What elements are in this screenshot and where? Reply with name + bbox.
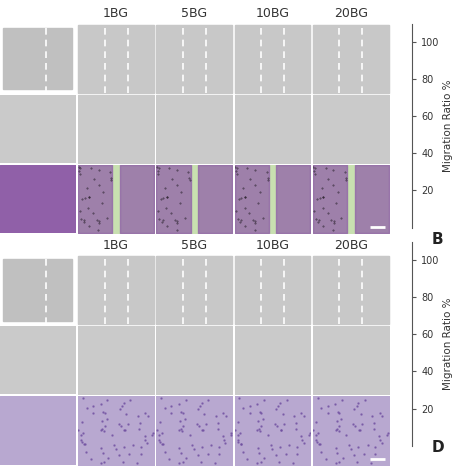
Text: 5BG: 5BG — [181, 238, 208, 252]
Text: 1BG: 1BG — [103, 7, 129, 20]
Text: 10BG: 10BG — [255, 7, 290, 20]
Text: 20BG: 20BG — [334, 7, 368, 20]
Text: 5BG: 5BG — [181, 7, 208, 20]
Text: B: B — [431, 232, 443, 247]
Y-axis label: Migration Ratio %: Migration Ratio % — [443, 79, 453, 172]
Y-axis label: Migration Ratio %: Migration Ratio % — [443, 297, 453, 390]
Text: 20BG: 20BG — [334, 238, 368, 252]
Text: 1BG: 1BG — [103, 238, 129, 252]
Text: D: D — [431, 440, 444, 455]
Text: 10BG: 10BG — [255, 238, 290, 252]
